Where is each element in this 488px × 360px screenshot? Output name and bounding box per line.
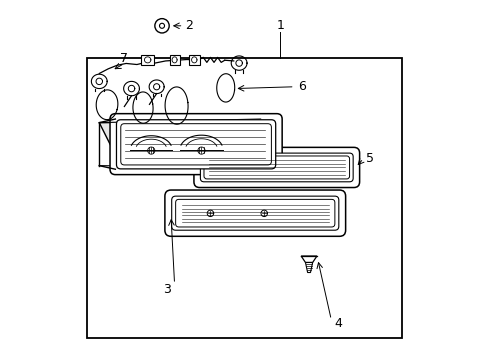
Polygon shape: [305, 262, 312, 273]
FancyBboxPatch shape: [203, 156, 349, 179]
FancyBboxPatch shape: [121, 124, 271, 165]
Text: 1: 1: [276, 19, 284, 32]
FancyBboxPatch shape: [110, 114, 282, 175]
FancyBboxPatch shape: [116, 120, 275, 169]
Polygon shape: [301, 256, 316, 262]
FancyBboxPatch shape: [164, 190, 345, 236]
Text: 3: 3: [163, 283, 171, 296]
Text: 5: 5: [366, 152, 374, 165]
Bar: [86, 58, 402, 338]
FancyBboxPatch shape: [175, 199, 334, 227]
Text: 6: 6: [298, 80, 305, 93]
Bar: [169, 55, 179, 65]
FancyBboxPatch shape: [200, 153, 352, 182]
FancyBboxPatch shape: [171, 196, 338, 230]
Bar: [141, 55, 154, 65]
Text: 4: 4: [333, 317, 341, 330]
Polygon shape: [99, 123, 137, 166]
Bar: [188, 55, 199, 65]
Text: 7: 7: [120, 51, 128, 64]
FancyBboxPatch shape: [194, 147, 359, 188]
Text: 2: 2: [185, 19, 193, 32]
